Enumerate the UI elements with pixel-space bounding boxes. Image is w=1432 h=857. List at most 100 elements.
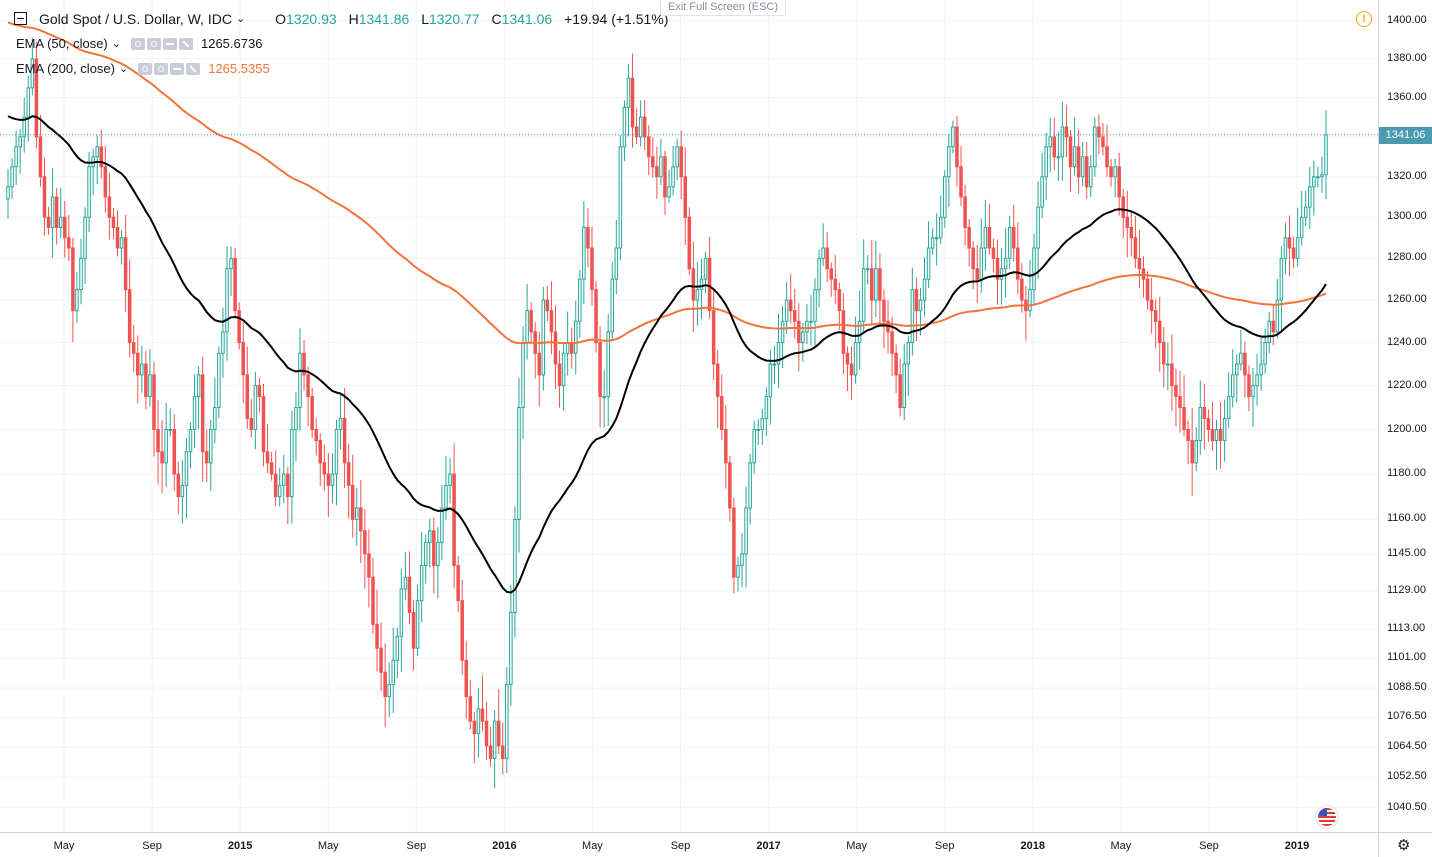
candle bbox=[752, 420, 756, 474]
candle-body bbox=[752, 429, 756, 464]
candle-body bbox=[107, 196, 112, 218]
candle-body bbox=[959, 166, 963, 198]
candle-body bbox=[655, 166, 659, 178]
candle bbox=[792, 288, 797, 339]
high-label: H bbox=[348, 10, 359, 27]
exit-fullscreen-button[interactable]: Exit Full Screen (ESC) bbox=[660, 0, 786, 16]
chart-plot-area[interactable]: Gold Spot / U.S. Dollar, W, IDC ⌄ O1320.… bbox=[0, 0, 1378, 832]
candle-body bbox=[578, 278, 582, 322]
candle bbox=[322, 444, 327, 492]
candle bbox=[1048, 117, 1052, 173]
candle bbox=[245, 346, 250, 429]
candle bbox=[1141, 256, 1146, 298]
candle-body bbox=[748, 462, 752, 509]
candle bbox=[1186, 420, 1190, 465]
candle bbox=[1218, 401, 1223, 469]
candle bbox=[1125, 190, 1130, 258]
us-flag-icon[interactable] bbox=[1315, 805, 1339, 829]
candle bbox=[1316, 166, 1320, 188]
candle bbox=[614, 219, 619, 295]
candle-body bbox=[829, 268, 834, 280]
y-tick-label: 1300.00 bbox=[1387, 210, 1427, 223]
settings-icon[interactable] bbox=[146, 37, 161, 50]
candle bbox=[152, 361, 156, 457]
candle-body bbox=[991, 247, 996, 259]
candle-body bbox=[395, 635, 400, 661]
candle-body bbox=[638, 116, 643, 138]
candle-body bbox=[517, 406, 521, 520]
candle bbox=[1076, 129, 1081, 194]
eye-icon[interactable] bbox=[138, 62, 153, 75]
close-icon[interactable] bbox=[178, 37, 193, 50]
candle bbox=[95, 135, 99, 185]
candle-body bbox=[1113, 166, 1117, 178]
candle bbox=[83, 207, 87, 284]
candle bbox=[513, 506, 517, 638]
candle-body bbox=[34, 58, 39, 138]
warning-icon[interactable]: ! bbox=[1356, 11, 1372, 27]
candle bbox=[857, 290, 862, 370]
price-axis[interactable]: 1400.001380.001360.001340.001320.001300.… bbox=[1378, 0, 1432, 832]
candle bbox=[1166, 342, 1170, 391]
candle-body bbox=[484, 720, 489, 747]
plus-icon[interactable] bbox=[162, 37, 177, 50]
candle-body bbox=[987, 226, 992, 249]
candle bbox=[1312, 160, 1316, 216]
candle-body bbox=[379, 647, 383, 673]
candle bbox=[1194, 426, 1198, 472]
collapse-icon[interactable] bbox=[14, 12, 27, 25]
candle-body bbox=[910, 289, 915, 344]
x-tick-label: May bbox=[317, 840, 339, 852]
candle-body bbox=[428, 530, 432, 543]
candle bbox=[898, 358, 902, 417]
y-tick-label: 1040.50 bbox=[1387, 800, 1427, 813]
candle bbox=[809, 295, 813, 346]
y-tick-label: 1380.00 bbox=[1387, 51, 1427, 64]
candle bbox=[1052, 117, 1057, 170]
candle bbox=[675, 138, 679, 181]
ema200-row: EMA (200, close) ⌄ 1265.5355 bbox=[4, 56, 668, 81]
chevron-down-icon[interactable]: ⌄ bbox=[119, 63, 129, 75]
candle bbox=[719, 374, 724, 440]
candle-body bbox=[387, 683, 391, 698]
candle-body bbox=[768, 363, 773, 398]
ema50-label[interactable]: EMA (50, close) bbox=[16, 36, 108, 51]
change-value: +19.94 (+1.51%) bbox=[564, 10, 669, 27]
gear-icon[interactable]: ⚙ bbox=[1397, 837, 1411, 854]
candle-body bbox=[675, 146, 679, 168]
close-icon[interactable] bbox=[186, 62, 201, 75]
plus-icon[interactable] bbox=[170, 62, 185, 75]
chevron-down-icon[interactable]: ⌄ bbox=[111, 38, 121, 50]
candle bbox=[1121, 188, 1125, 239]
candle-body bbox=[651, 156, 655, 168]
candle bbox=[1036, 180, 1040, 279]
candle-body bbox=[1149, 299, 1154, 312]
candle bbox=[456, 556, 460, 613]
chevron-down-icon[interactable]: ⌄ bbox=[235, 13, 246, 25]
candle bbox=[192, 374, 197, 448]
candle bbox=[959, 146, 963, 206]
candle bbox=[1084, 142, 1089, 199]
eye-icon[interactable] bbox=[130, 37, 145, 50]
candle bbox=[1182, 375, 1186, 437]
candle-body bbox=[229, 257, 233, 270]
candle-body bbox=[667, 186, 671, 198]
candle bbox=[298, 328, 302, 431]
candle-body bbox=[772, 363, 777, 366]
candle-body bbox=[1080, 156, 1085, 178]
candle bbox=[1271, 304, 1276, 346]
candle bbox=[894, 344, 898, 394]
candle bbox=[529, 302, 533, 344]
time-axis[interactable]: May Sep 2015 May Sep 2016 May Sep 2017 May Sep 2018… bbox=[0, 832, 1378, 857]
candle-body bbox=[711, 310, 716, 365]
settings-icon[interactable] bbox=[154, 62, 169, 75]
candle bbox=[590, 226, 594, 306]
candle-body bbox=[359, 507, 363, 532]
candle bbox=[350, 454, 355, 538]
ema200-label[interactable]: EMA (200, close) bbox=[16, 61, 115, 76]
symbol-title[interactable]: Gold Spot / U.S. Dollar, W, IDC bbox=[39, 10, 232, 27]
candle-body bbox=[42, 176, 47, 218]
y-tick-label: 1360.00 bbox=[1387, 90, 1427, 103]
candle-body bbox=[1121, 196, 1125, 218]
price-chart[interactable] bbox=[0, 0, 1378, 832]
